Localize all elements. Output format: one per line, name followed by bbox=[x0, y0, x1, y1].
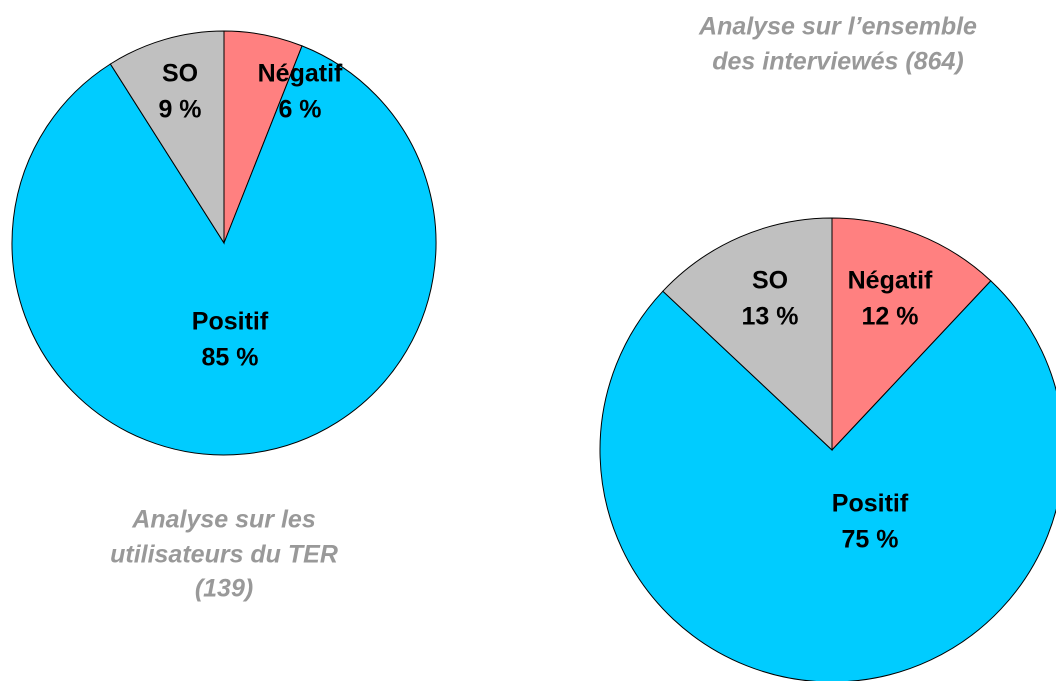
chart-caption: utilisateurs du TER bbox=[110, 541, 338, 569]
slice-value-label: 75 % bbox=[842, 526, 899, 554]
slice-category: SO bbox=[752, 267, 788, 295]
chart-caption: des interviewés (864) bbox=[712, 48, 964, 76]
slice-category: Positif bbox=[192, 308, 269, 336]
slice-value-label: 85 % bbox=[202, 344, 259, 372]
slice-category: Positif bbox=[832, 490, 909, 518]
pie-chart: Négatif 6 % Positif 85 % SO 9 % Analyse sur le… bbox=[11, 30, 437, 603]
slice-category: Négatif bbox=[258, 60, 343, 88]
chart-caption: Analyse sur l’ensemble bbox=[698, 13, 977, 41]
chart-caption: Analyse sur les bbox=[131, 506, 316, 534]
pie-chart: Négatif 12 % Positif 75 % SO 13 % Analyse sur … bbox=[599, 13, 1056, 681]
pie-slice bbox=[831, 217, 992, 452]
chart-caption: (139) bbox=[195, 575, 253, 603]
pie-slice bbox=[109, 30, 225, 245]
slice-value-label: 6 % bbox=[278, 96, 321, 124]
slice-category: SO bbox=[162, 60, 198, 88]
pie-slice bbox=[662, 217, 833, 452]
slice-value-label: 13 % bbox=[742, 303, 799, 331]
slice-category: Négatif bbox=[848, 267, 933, 295]
pie-slice bbox=[599, 280, 1056, 681]
slice-value-label: 9 % bbox=[158, 96, 201, 124]
pie-slice bbox=[11, 45, 437, 456]
slice-value-label: 12 % bbox=[862, 303, 919, 331]
